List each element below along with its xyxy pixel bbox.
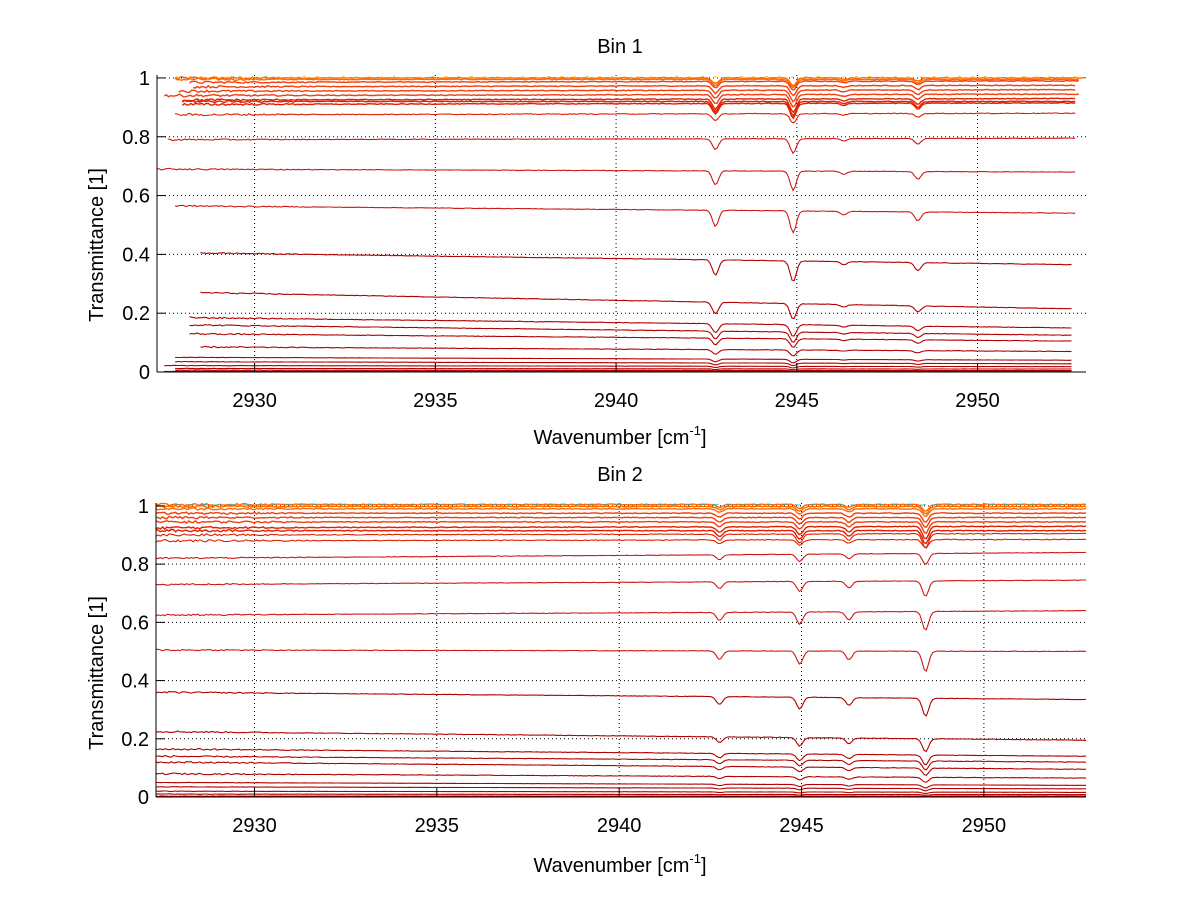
- spectra-traces: [156, 75, 1087, 373]
- y-tick-label: 0.6: [122, 186, 150, 208]
- y-tick-label: 0.6: [121, 612, 149, 634]
- x-tick-label: 2950: [962, 815, 1007, 837]
- spectrum-trace: [163, 93, 1079, 108]
- spectrum-trace: [174, 367, 1072, 371]
- spectrum-trace: [155, 754, 1087, 771]
- x-tick-labels: 2930 2935 2940 2945 2950: [232, 815, 1006, 837]
- spectrum-trace: [164, 364, 1072, 369]
- axes-lines: [155, 503, 1086, 798]
- spectrum-trace: [155, 511, 1087, 523]
- spectrum-trace: [155, 786, 1086, 792]
- spectrum-trace: [155, 504, 1087, 515]
- spectrum-trace-top: [174, 75, 1087, 78]
- spectrum-trace: [155, 551, 1087, 565]
- spectrum-trace: [181, 99, 1076, 118]
- y-tick-label: 0.2: [122, 303, 150, 325]
- spectrum-trace: [155, 761, 1087, 777]
- spectrum-trace: [155, 528, 1087, 545]
- spectrum-trace: [155, 579, 1087, 597]
- spectrum-trace: [200, 251, 1072, 282]
- spectrum-trace: [192, 84, 1076, 97]
- x-axis-label-close: ]: [701, 855, 707, 877]
- x-axis-label: Wavenumber [cm-1]: [533, 851, 706, 877]
- spectrum-trace: [155, 507, 1087, 518]
- y-tick-label: 0.8: [121, 554, 149, 576]
- y-tick-label: 0.4: [122, 244, 150, 266]
- spectrum-trace: [155, 795, 1086, 797]
- x-axis-label-main: Wavenumber [cm: [533, 855, 689, 877]
- spectrum-trace: [155, 538, 1087, 549]
- spectrum-trace: [174, 204, 1076, 235]
- spectrum-trace: [156, 790, 1087, 794]
- spectrum-trace: [155, 690, 1087, 717]
- x-tick-labels: 2930 2935 2940 2945 2950: [232, 390, 999, 412]
- y-tick-label: 0.4: [121, 671, 149, 693]
- spectrum-trace: [175, 360, 1072, 367]
- spectrum-trace: [181, 101, 1076, 120]
- y-axis-label: Transmittance [1]: [86, 168, 108, 322]
- spectrum-trace: [175, 369, 1072, 372]
- spectrum-trace: [156, 167, 1076, 192]
- spectrum-trace: [155, 525, 1087, 540]
- x-tick-label: 2940: [594, 390, 639, 412]
- x-axis-label-close: ]: [701, 427, 707, 449]
- y-tick-labels: 0 0.2 0.4 0.6 0.8 1: [122, 68, 150, 384]
- spectrum-trace: [189, 324, 1072, 343]
- x-tick-label: 2935: [415, 815, 460, 837]
- y-tick-label: 1: [138, 496, 149, 518]
- spectrum-trace: [189, 79, 1079, 91]
- x-tick-label: 2945: [779, 815, 824, 837]
- spectrum-trace: [167, 137, 1076, 155]
- spectrum-trace: [174, 112, 1076, 124]
- subplot-bin-2: Bin 2 0 0.2 0.4 0.6 0.8 1 2930 2935 2940 2945 295…: [86, 464, 1087, 877]
- spectrum-trace: [155, 609, 1087, 631]
- spectrum-trace: [155, 730, 1086, 753]
- x-tick-label: 2930: [232, 815, 277, 837]
- spectrum-trace: [156, 781, 1087, 789]
- y-tick-label: 1: [139, 68, 150, 90]
- spectrum-trace: [189, 316, 1072, 337]
- x-tick-label: 2935: [413, 390, 458, 412]
- spectrum-trace: [155, 772, 1087, 783]
- subplot-bin-1: Bin 1 0 0.2 0.4 0.6 0.8 1 2930 2935 2940 2945 295…: [86, 36, 1087, 449]
- x-axis-label-main: Wavenumber [cm: [533, 427, 689, 449]
- subplot-title: Bin 1: [597, 36, 643, 58]
- subplot-title: Bin 2: [597, 464, 643, 486]
- x-axis-label-superscript: -1: [689, 423, 701, 438]
- y-tick-labels: 0 0.2 0.4 0.6 0.8 1: [121, 496, 149, 809]
- x-tick-label: 2930: [232, 390, 277, 412]
- spectra-traces: [155, 502, 1087, 797]
- axes-lines: [156, 75, 1086, 373]
- spectrum-trace: [155, 532, 1087, 549]
- x-axis-label-superscript: -1: [689, 851, 701, 866]
- spectrum-trace: [155, 793, 1087, 796]
- y-axis-label: Transmittance [1]: [86, 596, 108, 750]
- spectrum-trace: [174, 75, 1086, 87]
- x-tick-label: 2950: [955, 390, 1000, 412]
- spectrum-trace: [178, 88, 1076, 103]
- y-tick-label: 0.2: [121, 729, 149, 751]
- spectrum-trace: [189, 332, 1072, 348]
- spectrum-trace-top: [174, 503, 1087, 506]
- spectrum-trace: [174, 77, 1079, 89]
- y-tick-label: 0: [138, 787, 149, 809]
- x-axis-label: Wavenumber [cm-1]: [533, 423, 706, 449]
- spectrum-trace: [182, 97, 1076, 114]
- spectrum-trace: [200, 291, 1072, 320]
- spectrum-trace: [155, 519, 1087, 535]
- spectrum-trace: [155, 515, 1087, 529]
- spectrum-trace: [155, 748, 1087, 766]
- spectrum-trace: [155, 648, 1087, 673]
- spectrum-trace: [175, 356, 1072, 364]
- x-tick-label: 2940: [597, 815, 642, 837]
- x-tick-label: 2945: [775, 390, 820, 412]
- y-tick-label: 0: [139, 362, 150, 384]
- y-tick-label: 0.8: [122, 127, 150, 149]
- spectrum-trace: [200, 345, 1072, 357]
